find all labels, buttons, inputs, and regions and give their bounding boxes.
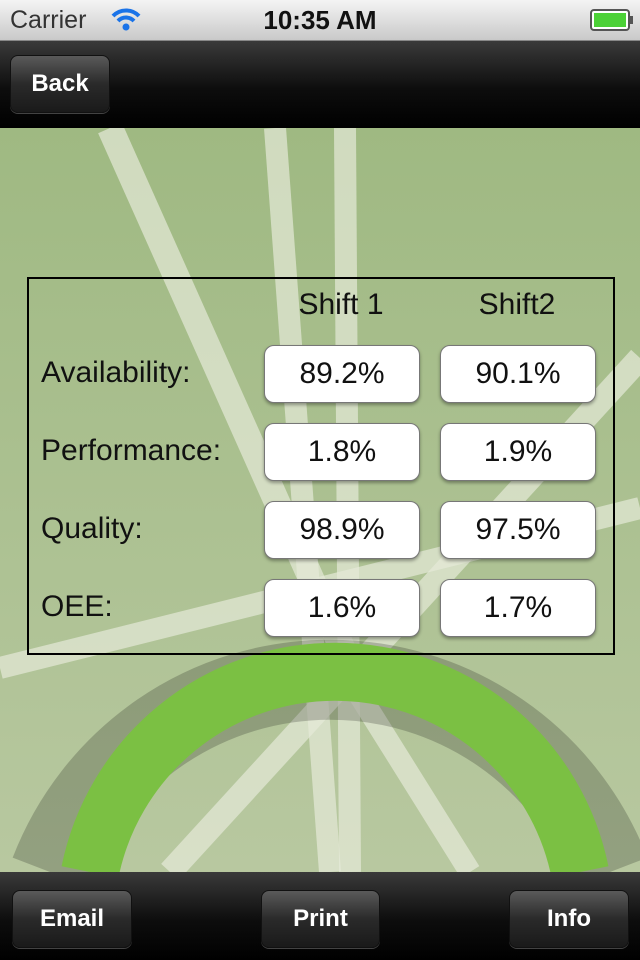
info-button[interactable]: Info <box>509 890 629 948</box>
value-cell: 1.6% <box>264 579 420 637</box>
value-cell: 97.5% <box>440 501 596 559</box>
value-cell: 1.7% <box>440 579 596 637</box>
carrier: Carrier <box>10 6 87 34</box>
value-cell: 1.8% <box>264 423 420 481</box>
wifi-icon <box>111 8 141 31</box>
row-label: OEE: <box>41 590 113 623</box>
value-cell: 98.9% <box>264 501 420 559</box>
row-label: Availability: <box>41 356 191 389</box>
value-cell: 90.1% <box>440 345 596 403</box>
back-button[interactable]: Back <box>10 55 110 113</box>
battery-icon <box>590 9 633 31</box>
status-bar: Carrier 10:35 AM <box>0 0 640 41</box>
row-label: Quality: <box>41 512 143 545</box>
nav-bar: Back <box>0 41 640 128</box>
clock: 10:35 AM <box>263 5 377 35</box>
column-header: Shift2 <box>478 288 556 321</box>
background <box>0 128 640 872</box>
toolbar: Email Print Info <box>0 872 640 960</box>
row-label: Performance: <box>41 434 222 467</box>
value-cell: 89.2% <box>264 345 420 403</box>
value-cell: 1.9% <box>440 423 596 481</box>
print-button[interactable]: Print <box>261 890 380 948</box>
table-frame <box>27 277 615 655</box>
email-button[interactable]: Email <box>12 890 132 948</box>
column-header: Shift 1 <box>298 288 384 321</box>
